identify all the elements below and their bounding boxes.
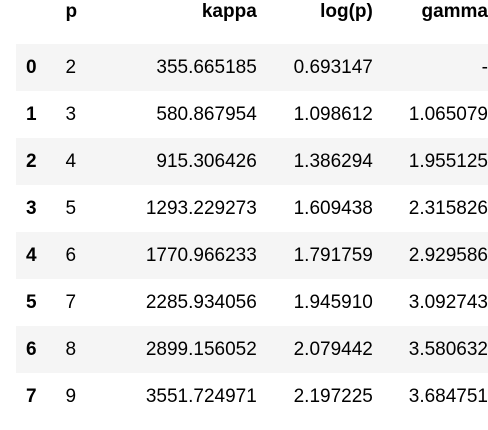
cell-logp: 1.609438: [293, 198, 373, 219]
cell-gamma: -: [481, 57, 488, 78]
row-index: 2: [26, 151, 37, 172]
index-header: [16, 0, 57, 44]
table-body: 0 2 355.665185 0.693147 - 1 3 580.867954…: [16, 44, 488, 420]
cell-logp: 1.386294: [293, 151, 373, 172]
cell-gamma: 2.315826: [408, 198, 488, 219]
row-index: 7: [26, 386, 37, 407]
table-row: 3 5 1293.229273 1.609438 2.315826: [16, 185, 488, 232]
cell-kappa: 580.867954: [156, 104, 257, 125]
header-row: p kappa log(p) gamma: [16, 0, 488, 44]
column-header-logp: log(p): [320, 1, 373, 22]
cell-p: 6: [65, 245, 77, 266]
cell-kappa: 2899.156052: [145, 339, 257, 360]
cell-kappa: 915.306426: [156, 151, 257, 172]
table-row: 5 7 2285.934056 1.945910 3.092743: [16, 279, 488, 326]
table-row: 1 3 580.867954 1.098612 1.065079: [16, 91, 488, 138]
table-row: 0 2 355.665185 0.693147 -: [16, 44, 488, 91]
row-index: 4: [26, 245, 37, 266]
cell-logp: 1.098612: [293, 104, 373, 125]
row-index: 1: [26, 104, 37, 125]
cell-logp: 1.945910: [293, 292, 373, 313]
cell-logp: 2.079442: [293, 339, 373, 360]
table-row: 2 4 915.306426 1.386294 1.955125: [16, 138, 488, 185]
cell-gamma: 3.580632: [408, 339, 488, 360]
column-header-kappa: kappa: [201, 1, 257, 22]
column-header-p: p: [65, 1, 78, 22]
cell-kappa: 355.665185: [156, 57, 257, 78]
cell-logp: 0.693147: [293, 57, 373, 78]
cell-p: 2: [65, 57, 77, 78]
cell-p: 7: [65, 292, 77, 313]
table-header: p kappa log(p) gamma: [16, 0, 488, 44]
cell-p: 5: [65, 198, 77, 219]
cell-p: 3: [65, 104, 77, 125]
row-index: 0: [26, 57, 37, 78]
cell-p: 8: [65, 339, 77, 360]
cell-kappa: 1770.966233: [145, 245, 257, 266]
cell-p: 4: [65, 151, 77, 172]
row-index: 3: [26, 198, 37, 219]
row-index: 5: [26, 292, 37, 313]
cell-kappa: 2285.934056: [145, 292, 257, 313]
cell-logp: 1.791759: [293, 245, 373, 266]
table-row: 4 6 1770.966233 1.791759 2.929586: [16, 232, 488, 279]
cell-logp: 2.197225: [293, 386, 373, 407]
cell-gamma: 1.065079: [408, 104, 488, 125]
dataframe-table: p kappa log(p) gamma 0 2 355.665185 0.69…: [16, 0, 488, 420]
cell-gamma: 3.092743: [408, 292, 488, 313]
cell-gamma: 1.955125: [408, 151, 488, 172]
cell-gamma: 2.929586: [408, 245, 488, 266]
cell-kappa: 3551.724971: [145, 386, 257, 407]
table-row: 7 9 3551.724971 2.197225 3.684751: [16, 373, 488, 420]
cell-gamma: 3.684751: [408, 386, 488, 407]
cell-p: 9: [65, 386, 77, 407]
column-header-gamma: gamma: [421, 1, 488, 22]
row-index: 6: [26, 339, 37, 360]
table-row: 6 8 2899.156052 2.079442 3.580632: [16, 326, 488, 373]
cell-kappa: 1293.229273: [145, 198, 257, 219]
